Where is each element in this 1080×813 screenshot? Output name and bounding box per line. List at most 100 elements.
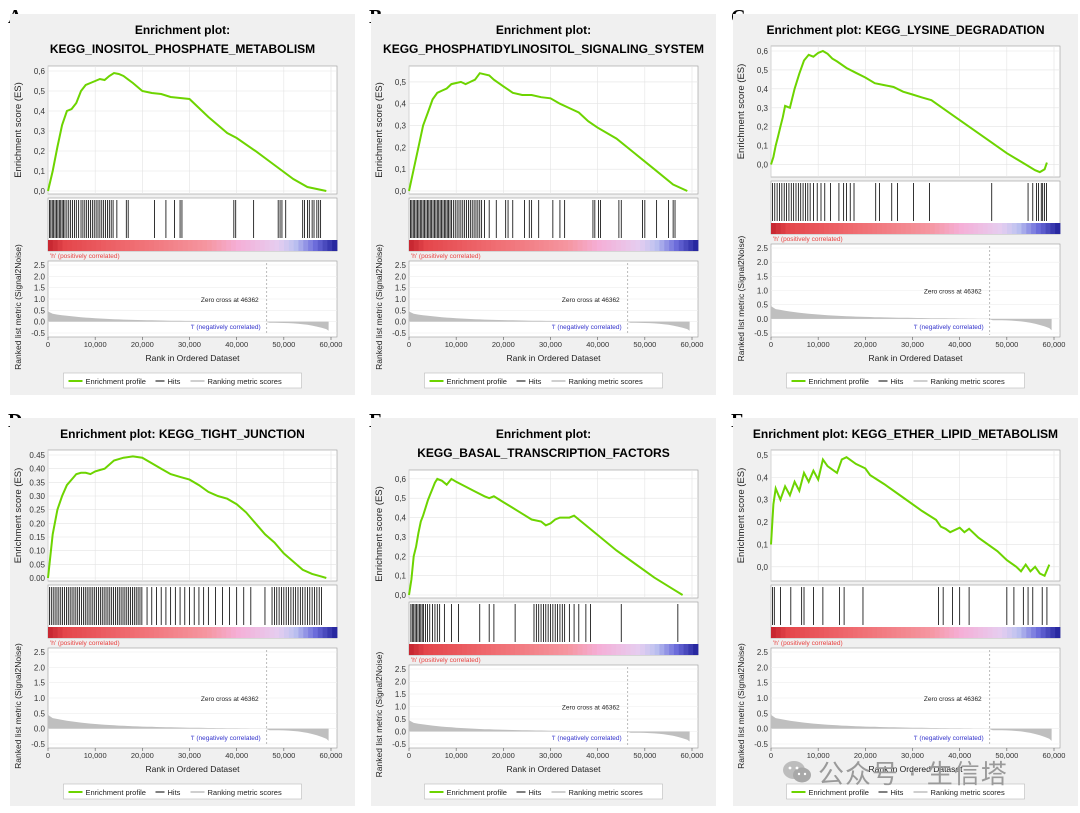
heat-bar-segment	[423, 644, 429, 655]
es-tick-label: 0,4	[757, 85, 769, 94]
heat-bar-segment	[86, 627, 92, 638]
heat-bar-segment	[303, 240, 309, 251]
legend-label-profile: Enrichment profile	[809, 788, 869, 797]
heat-bar-segment	[144, 240, 150, 251]
zero-cross-label: Zero cross at 46362	[562, 297, 620, 304]
enrichment-profile-line	[47, 71, 327, 192]
chart-title: Enrichment plot:	[135, 23, 230, 37]
metric-tick-label: 1.0	[757, 694, 769, 703]
heat-bar-segment	[134, 240, 140, 251]
heat-bar-segment	[606, 240, 612, 251]
metric-tick-label: 0.0	[757, 315, 769, 324]
heat-bar-segment	[929, 223, 936, 234]
metric-tick-label: 2.5	[757, 244, 769, 253]
chart-title: Enrichment plot: KEGG_TIGHT_JUNCTION	[60, 427, 305, 441]
heat-bar-segment	[293, 240, 299, 251]
es-tick-label: 0,1	[395, 572, 407, 581]
metric-tick-label: 0.0	[757, 725, 769, 734]
metric-tick-label: 1.5	[757, 679, 769, 688]
heat-bar-segment	[105, 627, 112, 638]
heat-bar-segment	[678, 240, 684, 251]
heat-bar-segment	[833, 223, 839, 234]
metric-tick-label: 2.5	[395, 665, 407, 674]
metric-axis-label: Ranked list metric (Signal2Noise)	[13, 244, 23, 370]
heat-bar-segment	[780, 627, 786, 638]
metric-tick-label: 1.0	[34, 295, 46, 304]
enrichment-plot-lysine-degradation: Enrichment plot: KEGG_LYSINE_DEGRADATION…	[733, 14, 1078, 395]
metric-tick-label: 0.5	[757, 301, 769, 310]
chart-title: Enrichment plot:	[496, 23, 591, 37]
heat-bar-segment	[1040, 627, 1046, 638]
negative-correlated-label: 'l' (negatively correlated)	[552, 324, 622, 331]
heat-bar-segment	[192, 627, 198, 638]
legend-box	[424, 372, 663, 389]
heat-bar-segment	[428, 240, 434, 251]
heat-bar-segment	[182, 627, 189, 638]
x-tick-label: 40,000	[586, 340, 609, 349]
metric-tick-label: 0.0	[395, 318, 407, 327]
heat-bar-segment	[925, 627, 931, 638]
heat-bar-segment	[158, 240, 164, 251]
metric-tick-label: 1.5	[34, 679, 46, 688]
legend-label-hits: Hits	[891, 788, 904, 797]
heat-bar-segment	[250, 240, 256, 251]
x-tick-label: 60,000	[681, 751, 704, 760]
heat-bar-segment	[683, 644, 689, 655]
es-tick-label: 0,0	[395, 187, 407, 196]
heat-bar-segment	[838, 223, 844, 234]
heat-bar-segment	[596, 644, 603, 655]
heat-bar-segment	[693, 644, 699, 655]
x-tick-label: 0	[769, 751, 773, 760]
es-tick-label: 0,6	[395, 475, 407, 484]
heat-bar-segment	[620, 644, 627, 655]
metric-tick-label: 0.5	[34, 709, 46, 718]
heat-bar-segment	[688, 240, 694, 251]
es-tick-label: 0.20	[29, 519, 45, 528]
x-tick-label: 10,000	[84, 340, 107, 349]
heat-bar-segment	[91, 627, 97, 638]
metric-axis-label: Ranked list metric (Signal2Noise)	[13, 643, 23, 769]
heat-bar-segment	[409, 644, 415, 655]
x-tick-label: 20,000	[131, 751, 154, 760]
es-tick-label: 0,5	[34, 87, 46, 96]
es-tick-label: 0.05	[29, 560, 45, 569]
metric-tick-label: -0.5	[31, 740, 45, 749]
legend-box	[63, 783, 302, 800]
metric-tick-label: 0.0	[34, 318, 46, 327]
heat-bar-segment	[968, 627, 974, 638]
enrichment-plot-basal-transcription: Enrichment plot: KEGG_BASAL_TRANSCRIPTION…	[371, 418, 716, 806]
heat-bar-segment	[780, 223, 786, 234]
es-tick-label: 0,4	[34, 107, 46, 116]
heat-bar-segment	[442, 644, 448, 655]
heat-bar-segment	[211, 627, 217, 638]
heat-bar-segment	[134, 627, 140, 638]
heat-bar-segment	[76, 627, 83, 638]
x-tick-label: 50,000	[272, 751, 295, 760]
heat-bar-segment	[828, 223, 835, 234]
heat-bar-segment	[673, 240, 680, 251]
x-tick-label: 20,000	[131, 340, 154, 349]
heat-bar-segment	[771, 627, 777, 638]
heat-bar-segment	[848, 223, 854, 234]
x-axis-label: Rank in Ordered Dataset	[506, 764, 601, 774]
enrichment-plot-tight-junction: Enrichment plot: KEGG_TIGHT_JUNCTION 0.45…	[10, 418, 355, 806]
heat-bar-segment	[1035, 223, 1042, 234]
heat-bar-segment	[476, 240, 482, 251]
heat-bar-segment	[601, 644, 607, 655]
heat-bar-segment	[510, 240, 516, 251]
legend-box	[786, 372, 1025, 389]
heat-bar-segment	[567, 240, 574, 251]
heat-bar-segment	[461, 240, 468, 251]
heat-bar-segment	[678, 644, 684, 655]
heat-bar-segment	[968, 223, 974, 234]
metric-tick-label: -0.5	[754, 740, 768, 749]
metric-tick-label: -0.5	[392, 740, 406, 749]
heat-bar-segment	[814, 627, 820, 638]
heat-bar-segment	[115, 627, 121, 638]
heat-bar-segment	[235, 627, 242, 638]
metric-tick-label: 2.0	[395, 678, 407, 687]
heat-bar-segment	[481, 240, 487, 251]
heat-bar-segment	[867, 223, 873, 234]
heat-bar-segment	[958, 223, 965, 234]
heat-bar-segment	[72, 627, 78, 638]
